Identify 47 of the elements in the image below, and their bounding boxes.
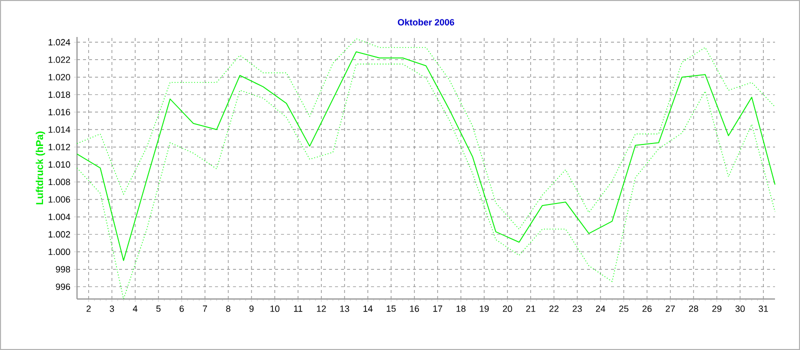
x-tick-label: 8 xyxy=(226,306,230,312)
x-tick-label: 14 xyxy=(364,306,373,312)
x-tick-label: 13 xyxy=(340,306,350,312)
x-tick-label: 22 xyxy=(549,306,559,312)
y-tick-label: 998 xyxy=(56,266,70,272)
x-tick-label: 11 xyxy=(294,306,302,312)
x-tick-label: 29 xyxy=(712,306,722,312)
x-tick-label: 28 xyxy=(689,306,698,312)
x-tick-label: 21 xyxy=(526,306,536,312)
y-tick-label: 1.000 xyxy=(48,248,70,256)
x-tick-label: 17 xyxy=(433,306,442,312)
y-tick-label: 1.018 xyxy=(48,91,70,98)
x-tick-label: 26 xyxy=(642,306,652,312)
x-tick-label: 9 xyxy=(249,306,254,312)
x-tick-label: 10 xyxy=(270,306,280,312)
x-tick-label: 24 xyxy=(596,306,606,312)
x-tick-label: 4 xyxy=(132,306,138,312)
y-tick-label: 1.014 xyxy=(48,126,70,133)
y-tick-label: 1.006 xyxy=(48,196,70,203)
x-tick-label: 23 xyxy=(572,306,582,312)
y-tick-label: 1.020 xyxy=(48,74,70,80)
x-tick-label: 20 xyxy=(502,306,512,312)
y-tick-label: 1.002 xyxy=(48,231,70,238)
x-tick-label: 19 xyxy=(480,306,489,312)
x-tick-label: 30 xyxy=(735,306,745,312)
x-tick-label: 6 xyxy=(180,306,184,312)
y-tick-label: 1.004 xyxy=(48,214,70,220)
y-tick-label: 1.024 xyxy=(48,39,70,46)
x-tick-label: 18 xyxy=(456,306,466,312)
y-tick-label: 1.016 xyxy=(48,108,70,116)
y-tick-label: 1.010 xyxy=(48,161,70,168)
x-tick-label: 5 xyxy=(156,306,161,312)
y-tick-label: 1.022 xyxy=(48,56,70,63)
y-tick-label: 1.008 xyxy=(48,178,70,186)
x-tick-label: 7 xyxy=(202,306,208,312)
x-tick-label: 2 xyxy=(86,306,91,312)
y-tick-label: 996 xyxy=(56,284,70,290)
x-tick-label: 15 xyxy=(386,306,396,312)
chart-title: Oktober 2006 xyxy=(398,18,454,26)
x-tick-label: 31 xyxy=(758,306,768,312)
x-tick-label: 27 xyxy=(666,306,675,312)
x-tick-label: 3 xyxy=(110,306,114,312)
y-axis-title: Luftdruck (hPa) xyxy=(36,132,46,204)
x-tick-label: 16 xyxy=(410,306,419,312)
x-tick-label: 12 xyxy=(316,306,326,312)
y-tick-label: 1.012 xyxy=(48,144,70,150)
x-tick-label: 25 xyxy=(619,306,628,312)
